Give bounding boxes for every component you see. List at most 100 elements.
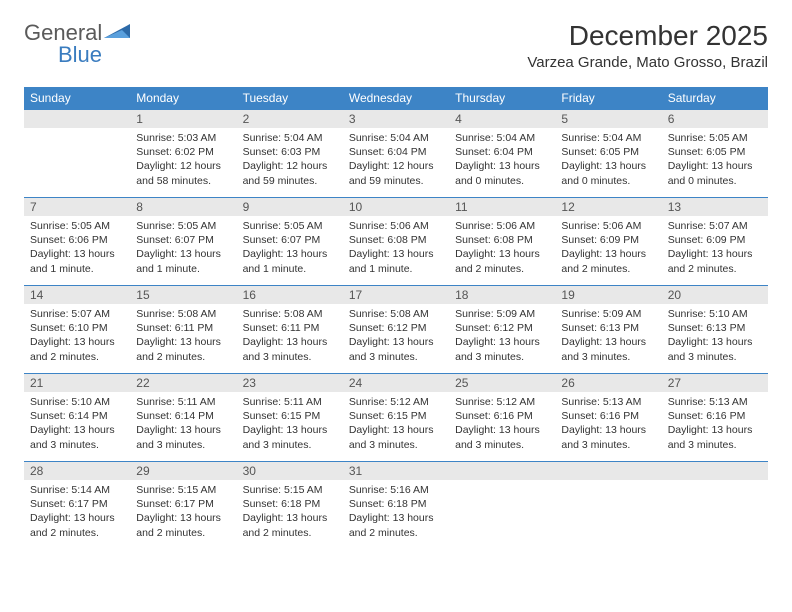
calendar-day-cell: 4Sunrise: 5:04 AMSunset: 6:04 PMDaylight… xyxy=(449,109,555,197)
day-number: 21 xyxy=(24,373,130,392)
calendar-header-row: SundayMondayTuesdayWednesdayThursdayFrid… xyxy=(24,87,768,109)
calendar-day-cell: 7Sunrise: 5:05 AMSunset: 6:06 PMDaylight… xyxy=(24,197,130,285)
calendar-day-cell: 10Sunrise: 5:06 AMSunset: 6:08 PMDayligh… xyxy=(343,197,449,285)
weekday-header: Wednesday xyxy=(343,87,449,109)
day-details: Sunrise: 5:04 AMSunset: 6:03 PMDaylight:… xyxy=(237,128,343,194)
calendar-week-row: 7Sunrise: 5:05 AMSunset: 6:06 PMDaylight… xyxy=(24,197,768,285)
weekday-header: Friday xyxy=(555,87,661,109)
day-details: Sunrise: 5:07 AMSunset: 6:09 PMDaylight:… xyxy=(662,216,768,282)
calendar-day-cell xyxy=(24,109,130,197)
calendar-day-cell: 27Sunrise: 5:13 AMSunset: 6:16 PMDayligh… xyxy=(662,373,768,461)
day-number: 6 xyxy=(662,109,768,128)
calendar-day-cell: 19Sunrise: 5:09 AMSunset: 6:13 PMDayligh… xyxy=(555,285,661,373)
day-number: 4 xyxy=(449,109,555,128)
day-number: 10 xyxy=(343,197,449,216)
day-details: Sunrise: 5:08 AMSunset: 6:11 PMDaylight:… xyxy=(237,304,343,370)
header: GeneralBlue December 2025 Varzea Grande,… xyxy=(24,20,768,71)
calendar-day-cell: 14Sunrise: 5:07 AMSunset: 6:10 PMDayligh… xyxy=(24,285,130,373)
calendar-week-row: 1Sunrise: 5:03 AMSunset: 6:02 PMDaylight… xyxy=(24,109,768,197)
day-details: Sunrise: 5:05 AMSunset: 6:05 PMDaylight:… xyxy=(662,128,768,194)
day-details: Sunrise: 5:07 AMSunset: 6:10 PMDaylight:… xyxy=(24,304,130,370)
day-number: 28 xyxy=(24,461,130,480)
day-number: 5 xyxy=(555,109,661,128)
calendar-day-cell: 22Sunrise: 5:11 AMSunset: 6:14 PMDayligh… xyxy=(130,373,236,461)
month-title: December 2025 xyxy=(527,20,768,52)
calendar-day-cell: 28Sunrise: 5:14 AMSunset: 6:17 PMDayligh… xyxy=(24,461,130,549)
day-details: Sunrise: 5:13 AMSunset: 6:16 PMDaylight:… xyxy=(662,392,768,458)
day-number: 12 xyxy=(555,197,661,216)
day-details: Sunrise: 5:16 AMSunset: 6:18 PMDaylight:… xyxy=(343,480,449,546)
day-number: 1 xyxy=(130,109,236,128)
weekday-header: Tuesday xyxy=(237,87,343,109)
day-details: Sunrise: 5:06 AMSunset: 6:08 PMDaylight:… xyxy=(449,216,555,282)
day-details: Sunrise: 5:05 AMSunset: 6:06 PMDaylight:… xyxy=(24,216,130,282)
day-number: 19 xyxy=(555,285,661,304)
calendar-day-cell: 26Sunrise: 5:13 AMSunset: 6:16 PMDayligh… xyxy=(555,373,661,461)
day-number: 16 xyxy=(237,285,343,304)
calendar-table: SundayMondayTuesdayWednesdayThursdayFrid… xyxy=(24,87,768,549)
day-details: Sunrise: 5:09 AMSunset: 6:12 PMDaylight:… xyxy=(449,304,555,370)
calendar-day-cell: 18Sunrise: 5:09 AMSunset: 6:12 PMDayligh… xyxy=(449,285,555,373)
day-number: 29 xyxy=(130,461,236,480)
calendar-day-cell xyxy=(662,461,768,549)
title-block: December 2025 Varzea Grande, Mato Grosso… xyxy=(527,20,768,71)
weekday-header: Sunday xyxy=(24,87,130,109)
calendar-day-cell: 1Sunrise: 5:03 AMSunset: 6:02 PMDaylight… xyxy=(130,109,236,197)
calendar-day-cell: 30Sunrise: 5:15 AMSunset: 6:18 PMDayligh… xyxy=(237,461,343,549)
day-number: 7 xyxy=(24,197,130,216)
day-details: Sunrise: 5:12 AMSunset: 6:15 PMDaylight:… xyxy=(343,392,449,458)
day-details: Sunrise: 5:15 AMSunset: 6:18 PMDaylight:… xyxy=(237,480,343,546)
day-details: Sunrise: 5:08 AMSunset: 6:12 PMDaylight:… xyxy=(343,304,449,370)
day-number: 9 xyxy=(237,197,343,216)
empty-day-header xyxy=(662,461,768,480)
calendar-day-cell: 9Sunrise: 5:05 AMSunset: 6:07 PMDaylight… xyxy=(237,197,343,285)
day-details: Sunrise: 5:05 AMSunset: 6:07 PMDaylight:… xyxy=(237,216,343,282)
calendar-day-cell: 29Sunrise: 5:15 AMSunset: 6:17 PMDayligh… xyxy=(130,461,236,549)
calendar-day-cell: 13Sunrise: 5:07 AMSunset: 6:09 PMDayligh… xyxy=(662,197,768,285)
day-number: 18 xyxy=(449,285,555,304)
weekday-header: Thursday xyxy=(449,87,555,109)
calendar-day-cell: 25Sunrise: 5:12 AMSunset: 6:16 PMDayligh… xyxy=(449,373,555,461)
day-number: 17 xyxy=(343,285,449,304)
day-details: Sunrise: 5:04 AMSunset: 6:04 PMDaylight:… xyxy=(449,128,555,194)
day-details: Sunrise: 5:14 AMSunset: 6:17 PMDaylight:… xyxy=(24,480,130,546)
day-number: 13 xyxy=(662,197,768,216)
calendar-day-cell xyxy=(555,461,661,549)
calendar-day-cell: 15Sunrise: 5:08 AMSunset: 6:11 PMDayligh… xyxy=(130,285,236,373)
day-details: Sunrise: 5:09 AMSunset: 6:13 PMDaylight:… xyxy=(555,304,661,370)
day-number: 20 xyxy=(662,285,768,304)
calendar-day-cell: 8Sunrise: 5:05 AMSunset: 6:07 PMDaylight… xyxy=(130,197,236,285)
day-details: Sunrise: 5:10 AMSunset: 6:13 PMDaylight:… xyxy=(662,304,768,370)
day-details: Sunrise: 5:10 AMSunset: 6:14 PMDaylight:… xyxy=(24,392,130,458)
day-number: 8 xyxy=(130,197,236,216)
day-number: 30 xyxy=(237,461,343,480)
calendar-day-cell: 5Sunrise: 5:04 AMSunset: 6:05 PMDaylight… xyxy=(555,109,661,197)
day-details: Sunrise: 5:15 AMSunset: 6:17 PMDaylight:… xyxy=(130,480,236,546)
empty-day-header xyxy=(449,461,555,480)
calendar-day-cell: 17Sunrise: 5:08 AMSunset: 6:12 PMDayligh… xyxy=(343,285,449,373)
day-number: 27 xyxy=(662,373,768,392)
calendar-week-row: 14Sunrise: 5:07 AMSunset: 6:10 PMDayligh… xyxy=(24,285,768,373)
calendar-body: 1Sunrise: 5:03 AMSunset: 6:02 PMDaylight… xyxy=(24,109,768,549)
calendar-day-cell: 16Sunrise: 5:08 AMSunset: 6:11 PMDayligh… xyxy=(237,285,343,373)
calendar-day-cell: 31Sunrise: 5:16 AMSunset: 6:18 PMDayligh… xyxy=(343,461,449,549)
day-number: 23 xyxy=(237,373,343,392)
weekday-header: Monday xyxy=(130,87,236,109)
location: Varzea Grande, Mato Grosso, Brazil xyxy=(527,54,768,71)
day-number: 11 xyxy=(449,197,555,216)
calendar-day-cell: 11Sunrise: 5:06 AMSunset: 6:08 PMDayligh… xyxy=(449,197,555,285)
day-details: Sunrise: 5:13 AMSunset: 6:16 PMDaylight:… xyxy=(555,392,661,458)
calendar-week-row: 21Sunrise: 5:10 AMSunset: 6:14 PMDayligh… xyxy=(24,373,768,461)
calendar-day-cell: 12Sunrise: 5:06 AMSunset: 6:09 PMDayligh… xyxy=(555,197,661,285)
calendar-day-cell: 2Sunrise: 5:04 AMSunset: 6:03 PMDaylight… xyxy=(237,109,343,197)
day-details: Sunrise: 5:04 AMSunset: 6:04 PMDaylight:… xyxy=(343,128,449,194)
day-number: 3 xyxy=(343,109,449,128)
calendar-day-cell: 3Sunrise: 5:04 AMSunset: 6:04 PMDaylight… xyxy=(343,109,449,197)
day-number: 2 xyxy=(237,109,343,128)
day-number: 31 xyxy=(343,461,449,480)
day-details: Sunrise: 5:11 AMSunset: 6:15 PMDaylight:… xyxy=(237,392,343,458)
day-details: Sunrise: 5:12 AMSunset: 6:16 PMDaylight:… xyxy=(449,392,555,458)
logo-triangle-icon xyxy=(102,22,132,43)
day-number: 14 xyxy=(24,285,130,304)
day-number: 22 xyxy=(130,373,236,392)
